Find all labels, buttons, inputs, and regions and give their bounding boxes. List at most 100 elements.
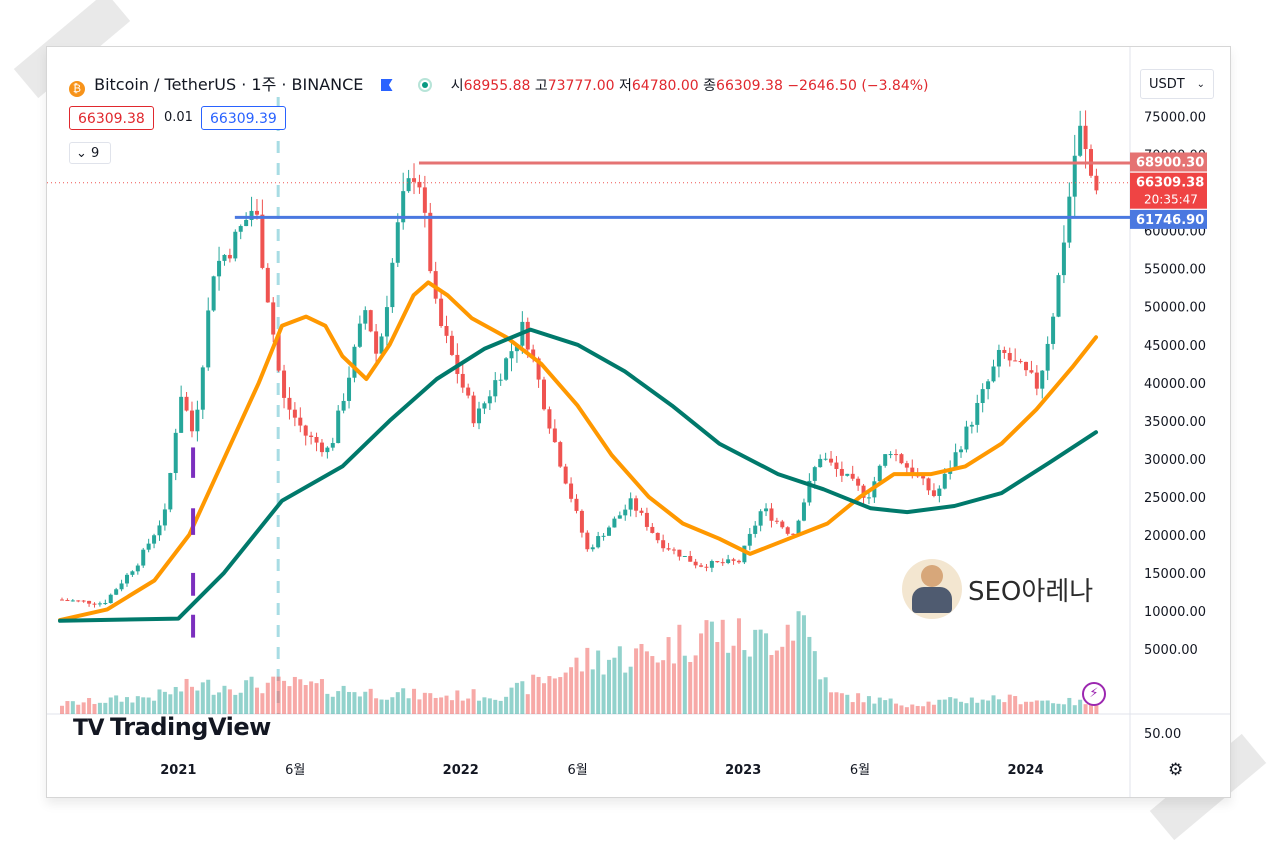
candle-body[interactable] — [753, 525, 758, 534]
candle-body[interactable] — [525, 321, 530, 350]
candle-body[interactable] — [547, 409, 552, 429]
candle-body[interactable] — [1094, 175, 1099, 191]
candle-body[interactable] — [883, 454, 888, 466]
candle-body[interactable] — [574, 498, 579, 511]
candle-body[interactable] — [179, 396, 184, 433]
candle-body[interactable] — [1061, 242, 1066, 276]
candle-body[interactable] — [1051, 316, 1056, 344]
candle-body[interactable] — [812, 467, 817, 481]
candle-body[interactable] — [97, 603, 102, 605]
candle-body[interactable] — [152, 535, 157, 544]
currency-select[interactable]: USDT ⌄ — [1140, 69, 1214, 99]
candle-body[interactable] — [579, 510, 584, 533]
candle-body[interactable] — [211, 276, 216, 311]
candle-body[interactable] — [271, 302, 276, 335]
candle-body[interactable] — [720, 562, 725, 564]
candle-body[interactable] — [655, 532, 660, 541]
candle-body[interactable] — [108, 594, 113, 604]
candle-body[interactable] — [422, 187, 427, 213]
candle-body[interactable] — [298, 417, 303, 426]
candle-body[interactable] — [412, 178, 417, 182]
candle-body[interactable] — [731, 559, 736, 561]
candle-body[interactable] — [162, 509, 167, 526]
candle-body[interactable] — [384, 307, 389, 337]
candle-body[interactable] — [742, 545, 747, 563]
candle-body[interactable] — [688, 555, 693, 562]
candle-body[interactable] — [791, 533, 796, 535]
candle-body[interactable] — [417, 181, 422, 188]
candle-body[interactable] — [471, 395, 476, 424]
candle-body[interactable] — [487, 396, 492, 404]
candle-body[interactable] — [217, 260, 222, 277]
candle-body[interactable] — [70, 600, 75, 602]
symbol-title[interactable]: Bitcoin / TetherUS · 1주 · BINANCE — [94, 75, 364, 94]
candle-body[interactable] — [764, 508, 769, 512]
candle-body[interactable] — [309, 435, 314, 437]
candle-body[interactable] — [287, 397, 292, 410]
price-chart[interactable]: 75000.0070000.0065000.0060000.0055000.00… — [47, 47, 1230, 797]
candle-body[interactable] — [390, 262, 395, 308]
candle-body[interactable] — [899, 454, 904, 464]
candle-body[interactable] — [368, 310, 373, 332]
candle-body[interactable] — [796, 520, 801, 534]
candle-body[interactable] — [65, 600, 70, 602]
candle-body[interactable] — [758, 511, 763, 526]
candle-body[interactable] — [888, 454, 893, 456]
candle-body[interactable] — [1072, 155, 1077, 197]
candle-body[interactable] — [634, 498, 639, 511]
candle-body[interactable] — [509, 351, 514, 359]
flag-icon[interactable] — [380, 79, 393, 91]
tradingview-logo[interactable]: 𝗧𝗩 TradingView — [73, 713, 271, 741]
candle-body[interactable] — [319, 442, 324, 453]
candle-body[interactable] — [1083, 125, 1088, 150]
candle-body[interactable] — [910, 467, 915, 476]
candle-body[interactable] — [1013, 360, 1018, 362]
candle-body[interactable] — [639, 510, 644, 513]
candle-body[interactable] — [531, 349, 536, 359]
candle-body[interactable] — [1018, 361, 1023, 363]
candle-body[interactable] — [661, 540, 666, 549]
candle-body[interactable] — [623, 509, 628, 516]
lightning-icon[interactable]: ⚡ — [1082, 682, 1106, 706]
candle-body[interactable] — [493, 380, 498, 397]
candle-body[interactable] — [709, 561, 714, 568]
candle-body[interactable] — [877, 465, 882, 482]
candle-body[interactable] — [222, 254, 227, 261]
candle-body[interactable] — [807, 480, 812, 503]
candle-body[interactable] — [406, 178, 411, 192]
candle-body[interactable] — [260, 214, 265, 268]
candle-body[interactable] — [173, 432, 178, 474]
candle-body[interactable] — [715, 561, 720, 563]
candle-body[interactable] — [341, 400, 346, 411]
candle-body[interactable] — [628, 498, 633, 510]
candle-body[interactable] — [980, 389, 985, 404]
candle-body[interactable] — [114, 589, 119, 595]
candle-body[interactable] — [357, 323, 362, 347]
candle-body[interactable] — [103, 603, 108, 605]
candle-body[interactable] — [363, 310, 368, 324]
candle-body[interactable] — [785, 527, 790, 534]
indicators-toggle-button[interactable]: ⌄ 9 — [69, 142, 111, 164]
candle-body[interactable] — [682, 555, 687, 557]
candle-body[interactable] — [975, 403, 980, 425]
candle-body[interactable] — [233, 231, 238, 259]
candle-body[interactable] — [552, 428, 557, 443]
candle-body[interactable] — [542, 379, 547, 410]
candle-body[interactable] — [292, 409, 297, 418]
candle-body[interactable] — [265, 267, 270, 303]
candle-body[interactable] — [699, 565, 704, 567]
candle-body[interactable] — [374, 331, 379, 354]
candle-body[interactable] — [330, 443, 335, 448]
candle-body[interactable] — [514, 345, 519, 352]
candle-body[interactable] — [774, 520, 779, 522]
candle-body[interactable] — [780, 521, 785, 528]
candle-body[interactable] — [904, 463, 909, 468]
candle-body[interactable] — [704, 566, 709, 568]
candle-body[interactable] — [569, 483, 574, 499]
candle-body[interactable] — [671, 549, 676, 551]
candle-body[interactable] — [189, 410, 194, 432]
candle-body[interactable] — [444, 326, 449, 336]
candle-body[interactable] — [747, 533, 752, 546]
candle-body[interactable] — [60, 599, 64, 601]
candle-body[interactable] — [395, 222, 400, 263]
